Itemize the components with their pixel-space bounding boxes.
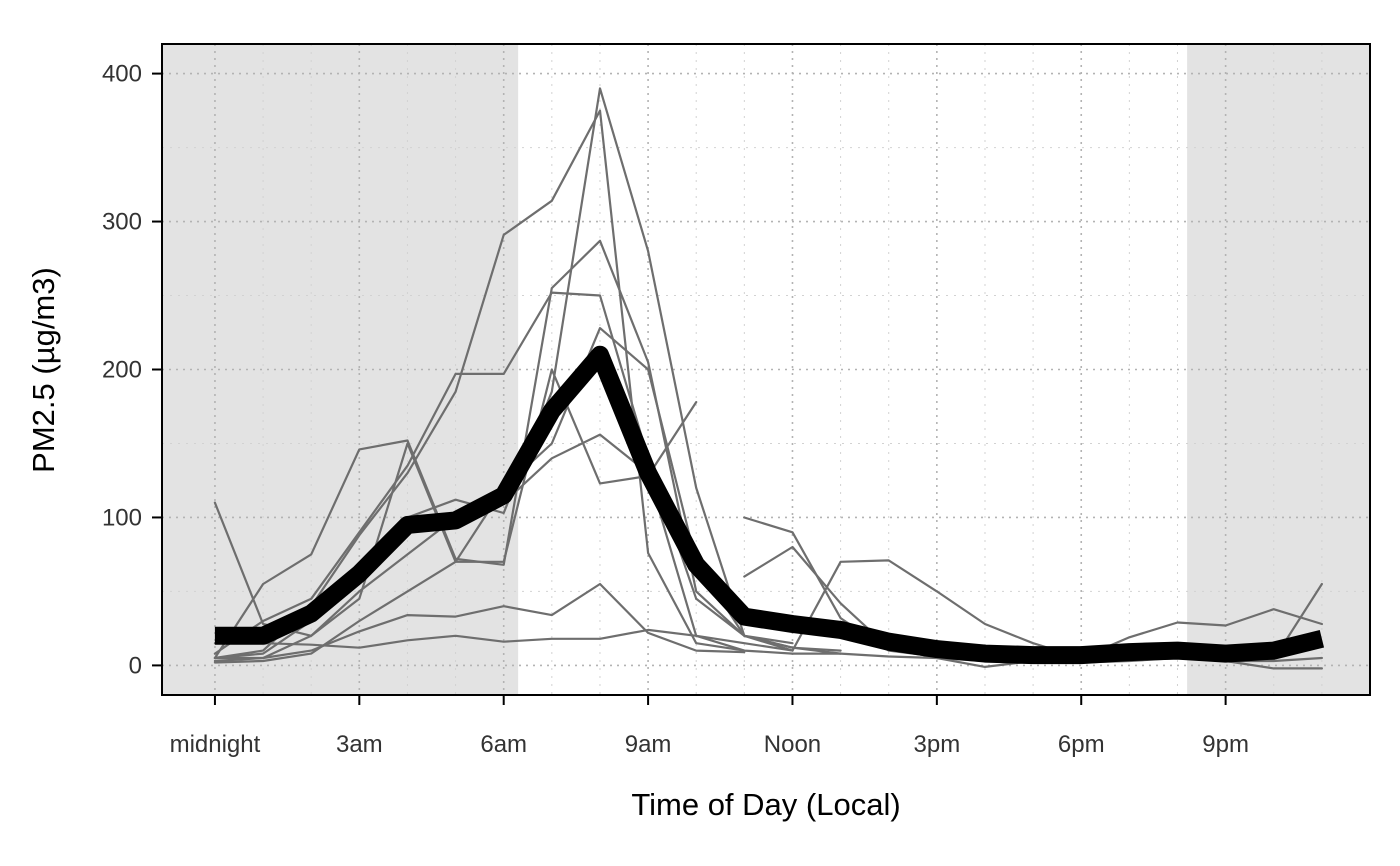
x-tick-label: 3am bbox=[336, 731, 383, 758]
y-axis: 0 100 200 300 400 bbox=[102, 61, 162, 679]
x-tick-label: 9pm bbox=[1202, 731, 1249, 758]
daily-line-day-3 bbox=[213, 291, 698, 655]
grid bbox=[162, 44, 1370, 695]
y-tick-label: 400 bbox=[102, 61, 142, 88]
y-tick-label: 0 bbox=[129, 652, 142, 679]
x-tick-label: 9am bbox=[625, 731, 672, 758]
x-tick-label: 6am bbox=[480, 731, 527, 758]
x-tick-label: midnight bbox=[170, 731, 261, 758]
daily-line-day-8 bbox=[213, 582, 746, 660]
x-axis-title: Time of Day (Local) bbox=[631, 787, 900, 822]
series bbox=[213, 87, 1325, 670]
daily-line-day-9 bbox=[213, 608, 1324, 669]
y-axis-title: PM2.5 (µg/m3) bbox=[26, 267, 61, 473]
x-axis: midnight 3am 6am 9am Noon 3pm 6pm 9pm bbox=[170, 695, 1249, 758]
x-tick-label: 3pm bbox=[914, 731, 961, 758]
y-tick-label: 300 bbox=[102, 209, 142, 236]
mean-line bbox=[214, 345, 1325, 665]
x-tick-label: 6pm bbox=[1058, 731, 1105, 758]
y-tick-label: 200 bbox=[102, 357, 142, 384]
x-tick-label: Noon bbox=[764, 731, 821, 758]
night-shade-2 bbox=[1187, 44, 1370, 695]
y-tick-label: 100 bbox=[102, 504, 142, 531]
